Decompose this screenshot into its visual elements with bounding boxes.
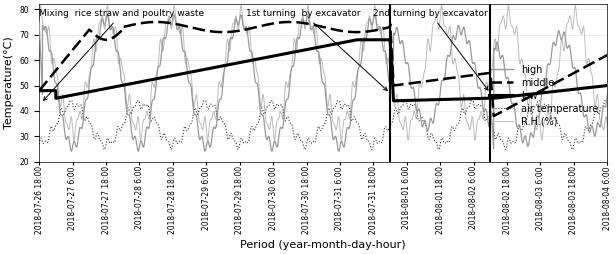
Text: 2nd turning by excavator: 2nd turning by excavator <box>373 9 488 90</box>
Text: Mixing  rice straw and poultry waste: Mixing rice straw and poultry waste <box>39 9 205 101</box>
X-axis label: Period (year-month-day-hour): Period (year-month-day-hour) <box>240 240 406 250</box>
Y-axis label: Temperature(°C): Temperature(°C) <box>4 37 14 129</box>
Text: 1st turning  by excavator: 1st turning by excavator <box>246 9 387 91</box>
Legend: high, middle, low, air temperature, R.H.(%): high, middle, low, air temperature, R.H.… <box>485 61 602 130</box>
